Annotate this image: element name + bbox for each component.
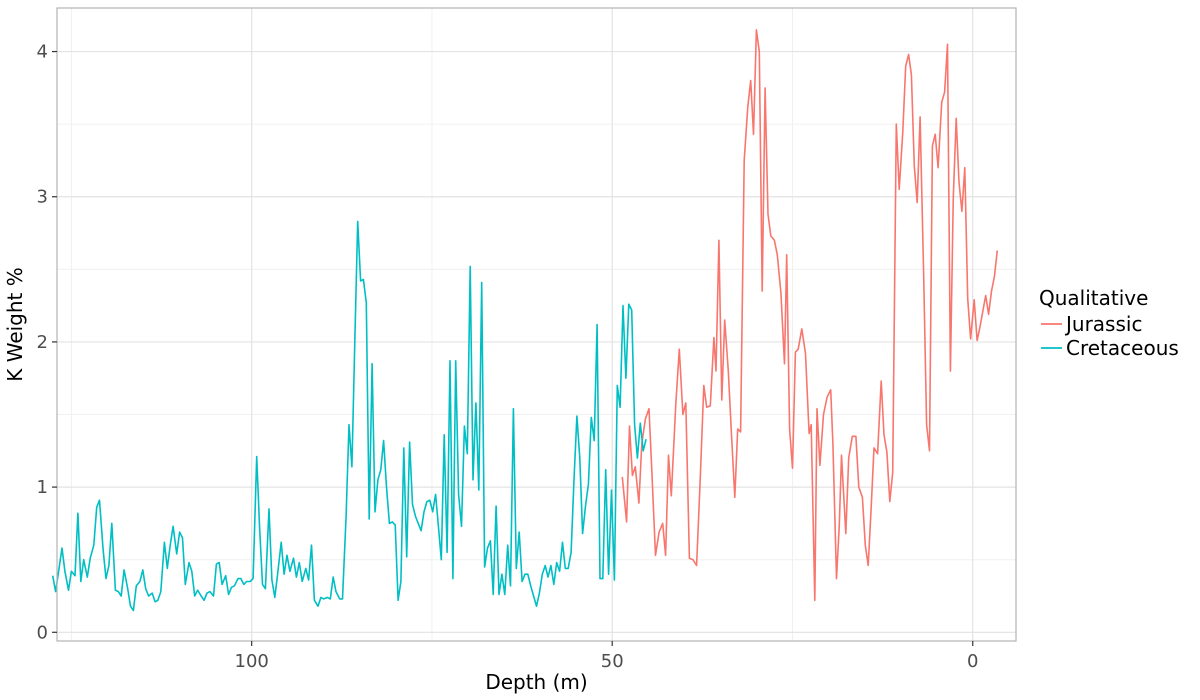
legend-title: Qualitative xyxy=(1039,286,1148,310)
x-tick-label: 100 xyxy=(235,651,269,672)
x-axis: 100 50 0 xyxy=(235,641,978,672)
x-axis-title: Depth (m) xyxy=(485,670,587,694)
series-layer xyxy=(51,29,999,612)
y-axis: 0 1 2 3 4 xyxy=(37,42,57,643)
minor-gridlines xyxy=(57,8,1016,641)
y-tick-label: 2 xyxy=(37,332,48,353)
y-tick-label: 3 xyxy=(37,187,48,208)
legend-label-jurassic: Jurassic xyxy=(1064,312,1142,336)
series-line-cretaceous xyxy=(51,220,647,612)
x-tick-label: 50 xyxy=(601,651,624,672)
legend-label-cretaceous: Cretaceous xyxy=(1066,336,1179,360)
plot-panel-border xyxy=(56,7,1017,642)
y-tick-label: 1 xyxy=(37,477,48,498)
y-tick-label: 0 xyxy=(37,622,48,643)
x-tick-label: 0 xyxy=(967,651,978,672)
series-line-jurassic xyxy=(621,29,999,602)
major-gridlines xyxy=(57,8,1016,641)
y-axis-title: K Weight % xyxy=(3,267,27,382)
y-tick-label: 4 xyxy=(37,42,48,63)
